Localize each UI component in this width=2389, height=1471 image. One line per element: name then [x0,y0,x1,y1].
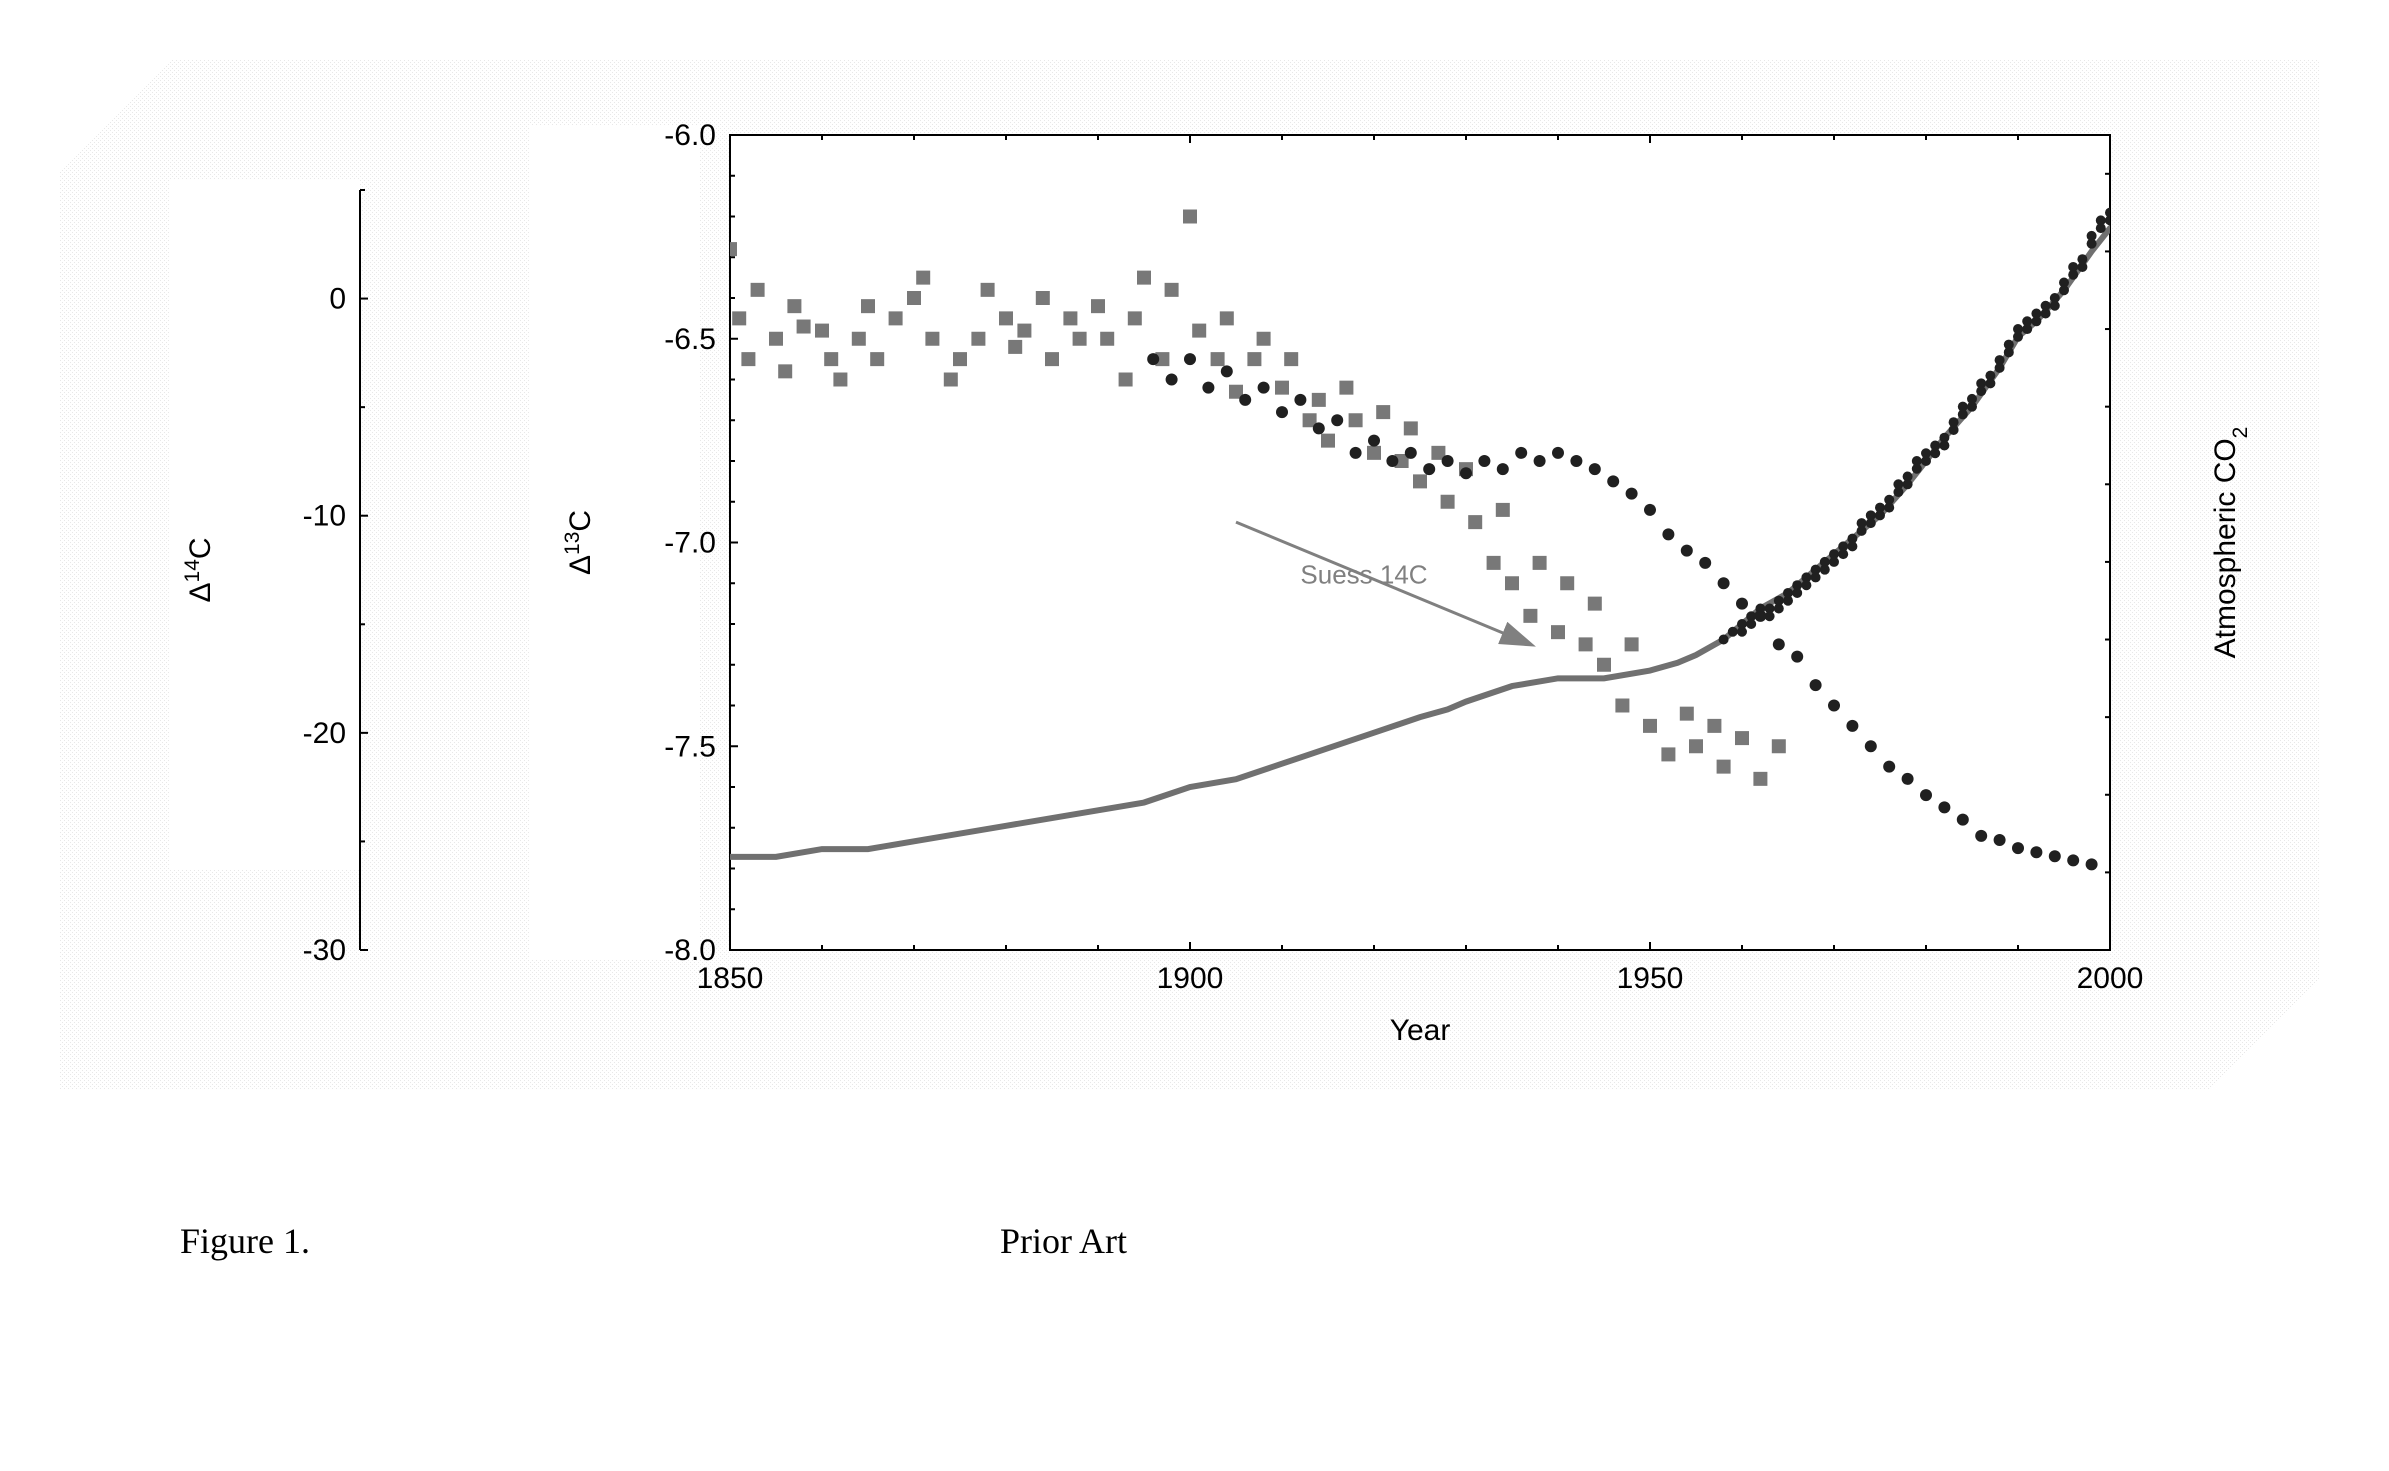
svg-text:Year: Year [1390,1014,1451,1047]
svg-text:-6.0: -6.0 [664,119,716,152]
chart-panel: 1850190019502000Year-8.0-7.5-7.0-6.5-6.0… [60,60,2320,1090]
svg-text:2000: 2000 [2077,962,2144,995]
figure-label: Figure 1. [180,1220,310,1262]
prior-art-label: Prior Art [1000,1220,1127,1262]
svg-text:-30: -30 [303,934,346,967]
svg-text:1950: 1950 [1617,962,1684,995]
svg-text:0: 0 [329,283,346,316]
svg-text:-8.0: -8.0 [664,934,716,967]
svg-text:-20: -20 [303,717,346,750]
svg-text:1900: 1900 [1157,962,1224,995]
page: 1850190019502000Year-8.0-7.5-7.0-6.5-6.0… [0,0,2389,1471]
svg-text:-7.5: -7.5 [664,730,716,763]
svg-text:-6.5: -6.5 [664,323,716,356]
svg-text:-10: -10 [303,500,346,533]
svg-text:-7.0: -7.0 [664,527,716,560]
